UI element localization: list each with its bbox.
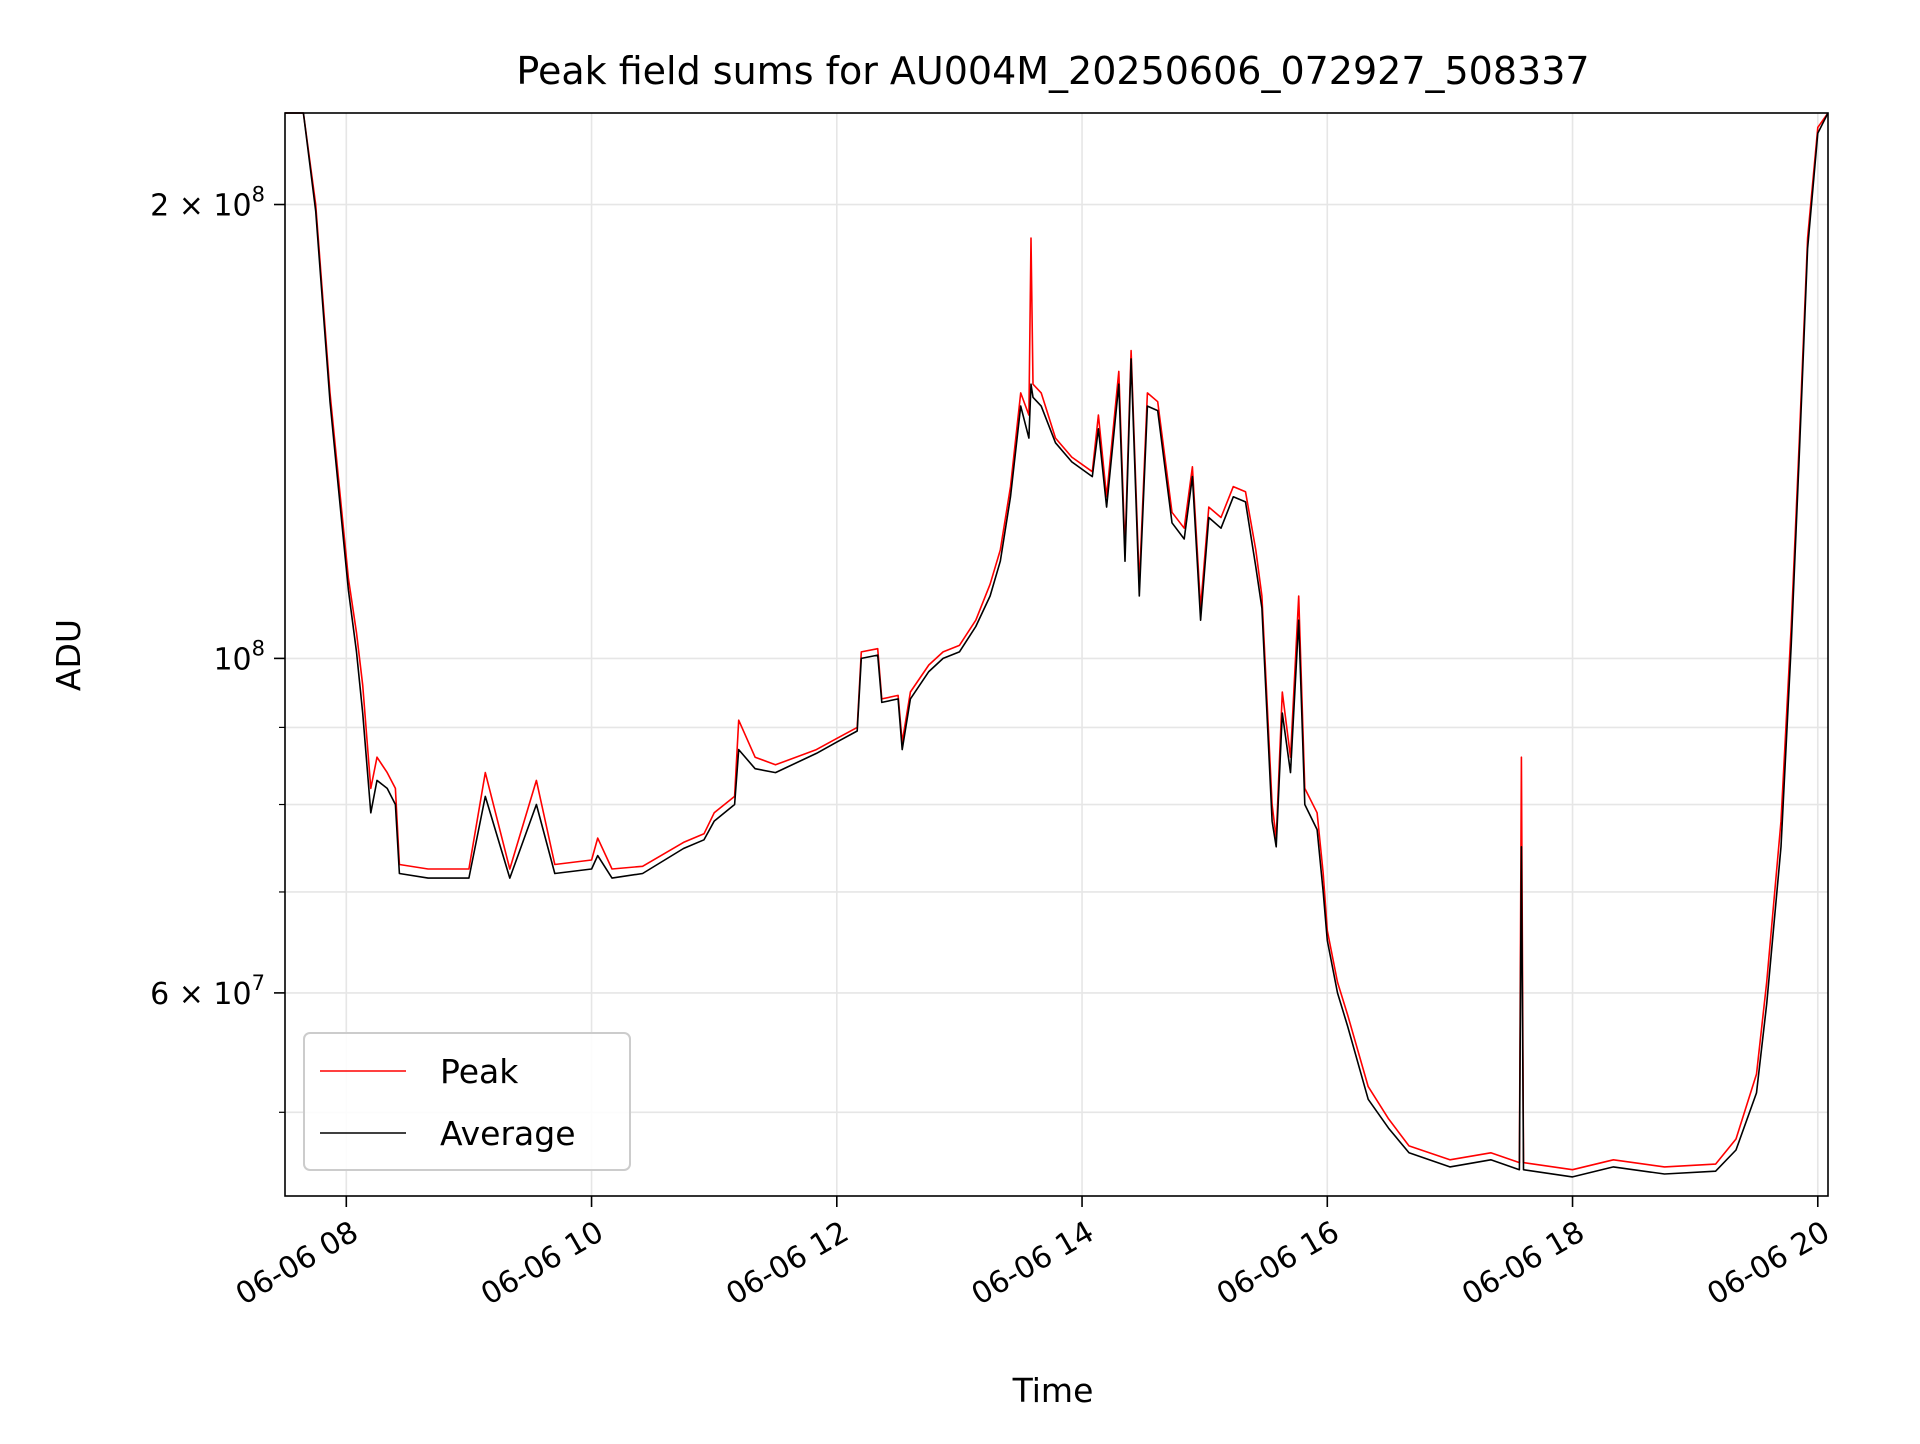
y-tick-label: 2 × 108 xyxy=(150,183,265,224)
series-line-peak xyxy=(285,112,1829,1171)
y-tick-label: 6 × 107 xyxy=(150,971,265,1012)
y-axis-label: ADU xyxy=(49,619,88,691)
chart-title: Peak field sums for AU004M_20250606_0729… xyxy=(516,49,1589,93)
legend-label-average: Average xyxy=(440,1114,576,1153)
legend: Peak Average xyxy=(303,1032,631,1171)
series-line-average xyxy=(285,112,1829,1178)
series-group xyxy=(285,112,1829,1178)
plot-frame xyxy=(284,112,1829,1197)
x-axis-label: Time xyxy=(1012,1371,1094,1410)
legend-label-peak: Peak xyxy=(440,1052,519,1091)
legend-box xyxy=(303,1032,631,1171)
